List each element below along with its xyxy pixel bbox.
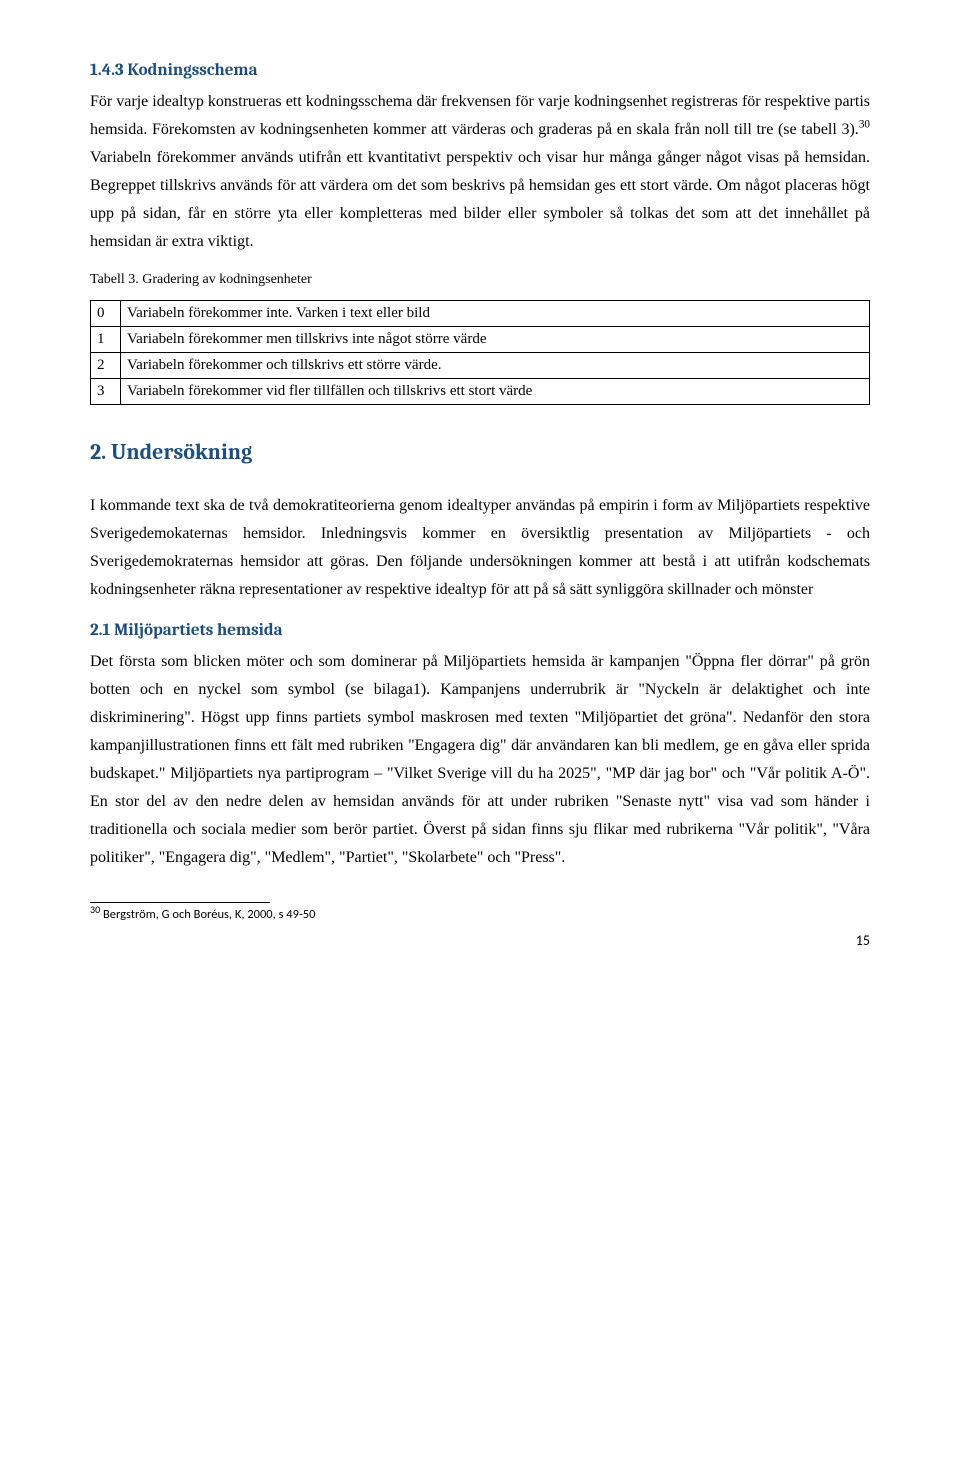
table-cell-text: Variabeln förekommer vid fler tillfällen… [121, 379, 870, 405]
table-cell-idx: 2 [91, 353, 121, 379]
table3: 0 Variabeln förekommer inte. Varken i te… [90, 300, 870, 405]
table-cell-idx: 0 [91, 301, 121, 327]
table-row: 3 Variabeln förekommer vid fler tillfäll… [91, 379, 870, 405]
footnote-ref-30: 30 [859, 118, 870, 130]
footnote-text: Bergström, G och Boréus, K, 2000, s 49-5… [100, 907, 315, 922]
table-row: 0 Variabeln förekommer inte. Varken i te… [91, 301, 870, 327]
paragraph-21: Det första som blicken möter och som dom… [90, 648, 870, 872]
heading-miljopartiet: 2.1 Miljöpartiets hemsida [90, 616, 870, 646]
heading-kodningsschema: 1.4.3 Kodningsschema [90, 56, 870, 86]
heading-undersokning: 2. Undersökning [90, 433, 870, 472]
para-143-part-b: Variabeln förekommer används utifrån ett… [90, 149, 870, 250]
footnote-divider [90, 902, 270, 903]
table-cell-idx: 3 [91, 379, 121, 405]
page-number: 15 [90, 929, 870, 954]
para-143-part-a: För varje idealtyp konstrueras ett kodni… [90, 93, 870, 138]
paragraph-143: För varje idealtyp konstrueras ett kodni… [90, 88, 870, 256]
footnote-30: 30 Bergström, G och Boréus, K, 2000, s 4… [90, 907, 870, 923]
table-cell-idx: 1 [91, 327, 121, 353]
table-cell-text: Variabeln förekommer och tillskrivs ett … [121, 353, 870, 379]
table-row: 2 Variabeln förekommer och tillskrivs et… [91, 353, 870, 379]
table-row: 1 Variabeln förekommer men tillskrivs in… [91, 327, 870, 353]
table-cell-text: Variabeln förekommer men tillskrivs inte… [121, 327, 870, 353]
footnote-num: 30 [90, 902, 100, 915]
paragraph-2-intro: I kommande text ska de två demokratiteor… [90, 492, 870, 604]
table-cell-text: Variabeln förekommer inte. Varken i text… [121, 301, 870, 327]
table3-caption: Tabell 3. Gradering av kodningsenheter [90, 268, 870, 293]
